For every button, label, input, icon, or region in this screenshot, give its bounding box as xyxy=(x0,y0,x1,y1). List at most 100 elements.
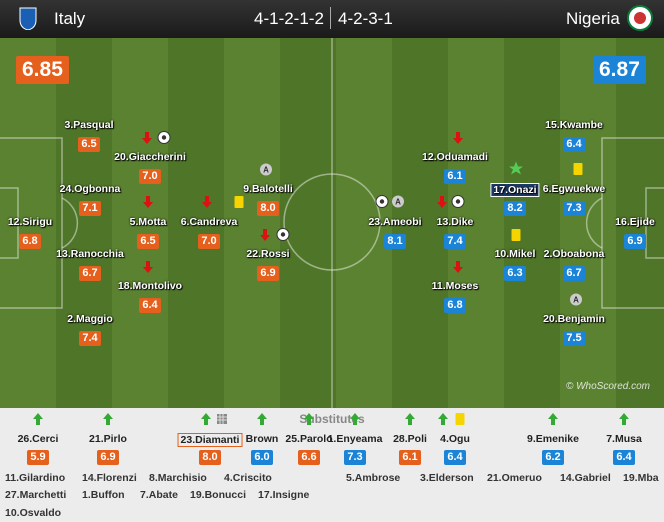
event-icon xyxy=(143,195,153,213)
event-icon xyxy=(437,195,447,213)
event-icon xyxy=(157,131,171,150)
unused-sub: 14.Gabriel xyxy=(560,472,611,484)
event-icon xyxy=(201,412,211,430)
event-icon xyxy=(143,260,153,278)
away-formation: 4-2-3-1 xyxy=(338,9,393,28)
event-icon xyxy=(103,412,113,430)
unused-sub: 1.Buffon xyxy=(82,489,125,501)
player-name: 13.Ranocchia xyxy=(56,248,124,260)
unused-sub: 14.Florenzi xyxy=(82,472,137,484)
header: Italy 4-1-2-1-2 4-2-3-1 Nigeria xyxy=(0,0,664,38)
event-icon xyxy=(375,195,389,214)
player-name: 2.Maggio xyxy=(67,313,113,325)
event-icon xyxy=(216,412,228,430)
event-icon xyxy=(619,412,629,430)
player-rating: 6.5 xyxy=(137,234,159,249)
player-rating: 8.2 xyxy=(504,201,526,216)
player-name: 4.Ogu xyxy=(440,433,470,445)
player-rating: 8.0 xyxy=(199,450,221,465)
player-rating: 7.4 xyxy=(444,234,466,249)
event-icon xyxy=(455,412,465,430)
player-name: Brown xyxy=(245,433,279,445)
player-name: 23.Diamanti xyxy=(177,433,243,447)
home-formation: 4-1-2-1-2 xyxy=(254,9,324,28)
bench-area xyxy=(0,408,664,522)
away-rating: 6.87 xyxy=(593,56,646,84)
event-icon xyxy=(276,228,290,247)
pitch: © WhoScored.com xyxy=(0,38,664,408)
unused-sub: 19.Bonucci xyxy=(190,489,247,501)
player-name: 12.Sirigu xyxy=(7,216,53,228)
event-icon xyxy=(202,195,212,213)
player-name: 20.Giaccherini xyxy=(114,151,186,163)
unused-sub: 3.Elderson xyxy=(420,472,474,484)
player-name: 22.Rossi xyxy=(246,248,290,260)
unused-sub: 10.Osvaldo xyxy=(5,507,62,519)
event-icon xyxy=(234,195,244,213)
svg-text:A: A xyxy=(395,198,401,207)
italy-crest xyxy=(19,7,37,30)
event-icon xyxy=(438,412,448,430)
unused-sub: 8.Marchisio xyxy=(149,472,207,484)
player-name: 28.Poli xyxy=(393,433,427,445)
substitutes-title: Substitutes xyxy=(299,412,365,426)
player-name: 16.Ejide xyxy=(615,216,655,228)
player-rating: 6.9 xyxy=(257,266,279,281)
player-rating: 8.0 xyxy=(257,201,279,216)
player-name: 3.Pasqual xyxy=(64,119,114,131)
player-rating: 6.2 xyxy=(542,450,564,465)
event-icon xyxy=(304,412,314,430)
player-name: 6.Egwuekwe xyxy=(542,183,606,195)
player-rating: 7.0 xyxy=(198,234,220,249)
player-rating: 5.9 xyxy=(27,450,49,465)
event-icon: A xyxy=(570,293,583,311)
player-name: 15.Kwambe xyxy=(545,119,603,131)
unused-sub: 11.Gilardino xyxy=(5,472,66,484)
player-rating: 6.5 xyxy=(78,137,100,152)
player-rating: 6.9 xyxy=(97,450,119,465)
event-icon xyxy=(405,412,415,430)
player-name: 20.Benjamin xyxy=(543,313,605,325)
svg-text:A: A xyxy=(263,166,269,175)
player-name: 13.Dike xyxy=(436,216,474,228)
event-icon xyxy=(33,412,43,430)
unused-sub: 17.Insigne xyxy=(258,489,310,501)
player-rating: 6.4 xyxy=(613,450,635,465)
event-icon: A xyxy=(260,163,273,181)
player-name: 26.Cerci xyxy=(17,433,59,445)
player-rating: 7.4 xyxy=(79,331,101,346)
event-icon: A xyxy=(392,195,405,213)
unused-sub: 19.Mba xyxy=(623,472,659,484)
player-rating: 8.1 xyxy=(384,234,406,249)
event-icon xyxy=(453,260,463,278)
player-name: 9.Balotelli xyxy=(243,183,293,195)
player-name: 6.Candreva xyxy=(180,216,238,228)
player-name: 12.Oduamadi xyxy=(422,151,488,163)
player-name: 18.Montolivo xyxy=(117,280,183,292)
event-icon xyxy=(453,131,463,149)
player-name: 1.Enyeama xyxy=(327,433,383,445)
player-rating: 7.5 xyxy=(563,331,585,346)
player-name: 24.Ogbonna xyxy=(59,183,121,195)
player-name: 25.Parolo xyxy=(285,433,333,445)
player-name: 9.Emenike xyxy=(527,433,579,445)
player-rating: 7.1 xyxy=(79,201,101,216)
player-name: 10.Mikel xyxy=(494,248,536,260)
player-name: 21.Pirlo xyxy=(89,433,127,445)
nigeria-crest xyxy=(627,5,653,31)
event-icon xyxy=(511,228,521,246)
event-icon xyxy=(257,412,267,430)
unused-sub: 4.Criscito xyxy=(224,472,272,484)
player-rating: 6.1 xyxy=(399,450,421,465)
event-icon xyxy=(260,228,270,246)
unused-sub: 21.Omeruo xyxy=(487,472,542,484)
player-name: 5.Motta xyxy=(129,216,167,228)
event-icon xyxy=(573,162,583,180)
player-rating: 6.7 xyxy=(563,266,585,281)
unused-sub: 7.Abate xyxy=(140,489,178,501)
home-team: Italy xyxy=(54,9,86,28)
player-name: 17.Onazi xyxy=(490,183,540,197)
event-icon xyxy=(509,161,523,181)
svg-text:A: A xyxy=(573,296,579,305)
